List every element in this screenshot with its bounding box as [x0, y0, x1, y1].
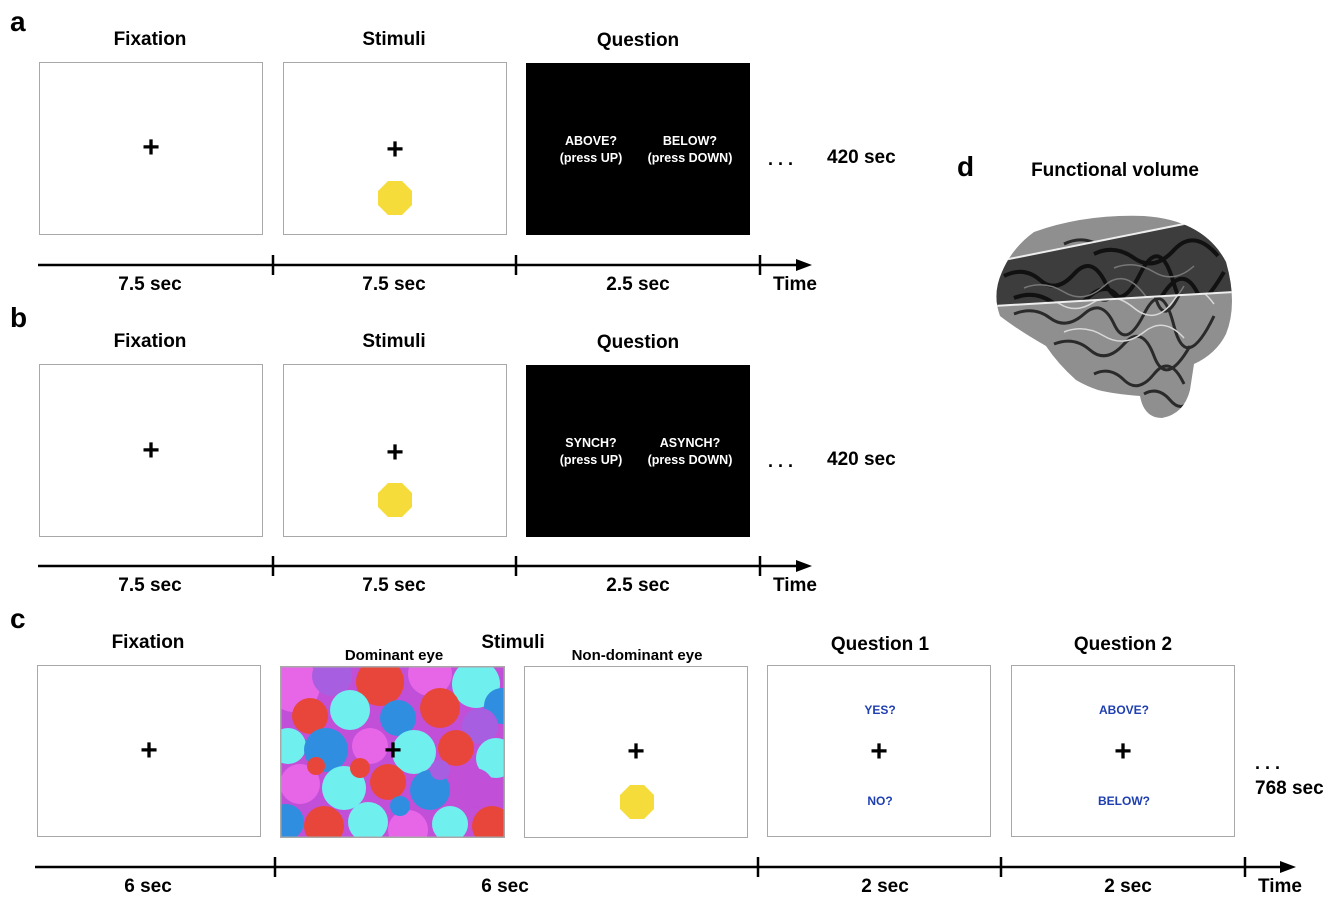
question-above: ABOVE?: [564, 134, 618, 148]
press-up-hint: (press UP): [559, 452, 623, 467]
question-below: BELOW?: [1098, 794, 1150, 808]
question-no: NO?: [867, 794, 893, 808]
total-duration: 768 sec: [1255, 778, 1324, 799]
total-duration: 420 sec: [827, 147, 896, 168]
ellipsis: . . .: [1255, 753, 1281, 773]
fixation-screen: +: [37, 665, 261, 837]
fixation-cross: +: [870, 735, 888, 768]
duration-fixation: 7.5 sec: [118, 575, 182, 596]
press-up-hint: (press UP): [559, 150, 623, 165]
fixation-cross: +: [384, 734, 402, 767]
panel-label-a: a: [10, 6, 26, 37]
panel-label-c: c: [10, 603, 26, 634]
header-stimuli: Stimuli: [362, 331, 426, 352]
duration-fixation: 6 sec: [124, 876, 172, 897]
header-question: Question: [596, 30, 680, 51]
time-axis-label: Time: [773, 575, 818, 596]
fixation-screen: +: [39, 62, 263, 235]
fixation-cross: +: [142, 131, 160, 164]
question-above: ABOVE?: [1098, 703, 1149, 717]
fixation-cross: +: [386, 436, 404, 469]
question-1-screen: YES? + NO?: [767, 665, 991, 837]
fixation-screen: +: [39, 364, 263, 537]
brain-mri-image: [996, 215, 1233, 418]
header-fixation: Fixation: [113, 29, 187, 50]
question-asynch: ASYNCH?: [659, 436, 721, 450]
panel-label-d: d: [957, 151, 975, 182]
panel-label-b: b: [10, 302, 28, 333]
functional-volume-title: Functional volume: [1031, 160, 1199, 181]
yellow-stimulus-dot: [378, 181, 412, 215]
fixation-cross: +: [140, 734, 158, 767]
non-dominant-eye-screen: +: [524, 666, 748, 838]
question-below: BELOW?: [662, 134, 718, 148]
header-stimuli: Stimuli: [362, 29, 426, 50]
question-synch: SYNCH?: [565, 436, 617, 450]
ellipsis: . . .: [768, 149, 794, 169]
stimulus-screen: +: [283, 62, 507, 235]
press-down-hint: (press DOWN): [647, 150, 733, 165]
stimulus-screen: +: [283, 364, 507, 537]
duration-stimuli: 7.5 sec: [362, 575, 426, 596]
duration-question-1: 2 sec: [861, 876, 909, 897]
header-question-2: Question 2: [1073, 634, 1173, 655]
yellow-stimulus-dot: [620, 785, 654, 819]
header-dominant-eye: Dominant eye: [344, 647, 444, 664]
fixation-cross: +: [627, 735, 645, 768]
header-non-dominant-eye: Non-dominant eye: [571, 647, 703, 664]
total-duration: 420 sec: [827, 449, 896, 470]
mondrian-mask-image: [280, 666, 505, 838]
header-question: Question: [596, 332, 680, 353]
duration-question-2: 2 sec: [1104, 876, 1152, 897]
question-2-screen: ABOVE? + BELOW?: [1011, 665, 1235, 837]
header-stimuli: Stimuli: [481, 632, 545, 653]
question-screen: ABOVE? (press UP) BELOW? (press DOWN): [526, 63, 750, 235]
question-yes: YES?: [864, 703, 896, 717]
press-down-hint: (press DOWN): [647, 452, 733, 467]
duration-question: 2.5 sec: [606, 575, 670, 596]
header-fixation: Fixation: [111, 632, 185, 653]
duration-question: 2.5 sec: [606, 274, 670, 295]
header-question-1: Question 1: [830, 634, 930, 655]
fixation-cross: +: [142, 434, 160, 467]
time-axis-label: Time: [1258, 876, 1303, 897]
header-fixation: Fixation: [113, 331, 187, 352]
fixation-cross: +: [386, 133, 404, 166]
duration-stimuli: 7.5 sec: [362, 274, 426, 295]
yellow-stimulus-dot: [378, 483, 412, 517]
duration-stimuli: 6 sec: [481, 876, 529, 897]
question-screen: SYNCH? (press UP) ASYNCH? (press DOWN): [526, 365, 750, 537]
fixation-cross: +: [1114, 735, 1132, 768]
ellipsis: . . .: [768, 451, 794, 471]
duration-fixation: 7.5 sec: [118, 274, 182, 295]
time-axis-label: Time: [773, 274, 818, 295]
